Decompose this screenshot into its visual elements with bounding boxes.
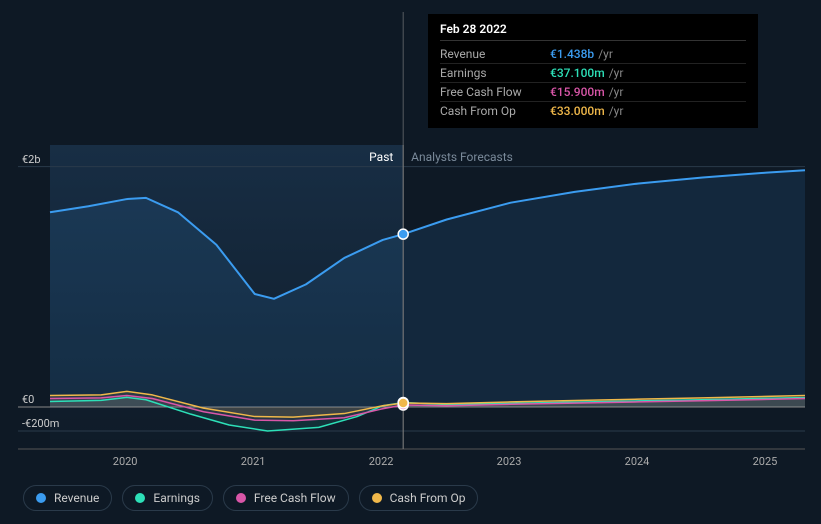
x-tick-label: 2020 bbox=[113, 455, 138, 468]
tooltip-row: Earnings€37.100m/yr bbox=[440, 64, 746, 83]
tooltip-row: Free Cash Flow€15.900m/yr bbox=[440, 83, 746, 102]
legend-dot-icon bbox=[36, 493, 46, 503]
legend-item[interactable]: Free Cash Flow bbox=[223, 485, 349, 511]
legend-item[interactable]: Earnings bbox=[122, 485, 213, 511]
tooltip-date: Feb 28 2022 bbox=[440, 22, 746, 41]
x-tick-label: 2022 bbox=[369, 455, 394, 468]
y-tick-label: -€200m bbox=[22, 417, 59, 430]
tooltip-row-label: Free Cash Flow bbox=[440, 85, 550, 99]
tooltip-row-value: €15.900m bbox=[550, 85, 605, 99]
x-tick-label: 2021 bbox=[241, 455, 266, 468]
tooltip-row-label: Revenue bbox=[440, 47, 550, 61]
past-section-label: Past bbox=[369, 150, 393, 164]
legend-label: Free Cash Flow bbox=[254, 491, 336, 505]
legend-item[interactable]: Revenue bbox=[23, 485, 112, 511]
legend-label: Revenue bbox=[54, 491, 99, 505]
tooltip-row-unit: /yr bbox=[609, 66, 624, 80]
tooltip-row-label: Cash From Op bbox=[440, 104, 550, 118]
chart-legend: Revenue Earnings Free Cash Flow Cash From O… bbox=[23, 485, 478, 511]
tooltip-row-value: €37.100m bbox=[550, 66, 605, 80]
tooltip-row-unit: /yr bbox=[609, 85, 624, 99]
tooltip-row-value: €1.438b bbox=[550, 47, 594, 61]
tooltip-row-label: Earnings bbox=[440, 66, 550, 80]
legend-item[interactable]: Cash From Op bbox=[359, 485, 479, 511]
y-tick-label: €2b bbox=[22, 153, 41, 166]
tooltip-row: Revenue€1.438b/yr bbox=[440, 45, 746, 64]
financial-chart: Feb 28 2022 Revenue€1.438b/yrEarnings€37… bbox=[0, 0, 821, 524]
tooltip-row-value: €33.000m bbox=[550, 104, 605, 118]
x-tick-label: 2023 bbox=[497, 455, 522, 468]
legend-label: Cash From Op bbox=[390, 491, 466, 505]
tooltip-row-unit: /yr bbox=[609, 104, 624, 118]
tooltip-row: Cash From Op€33.000m/yr bbox=[440, 102, 746, 120]
x-tick-label: 2024 bbox=[625, 455, 650, 468]
legend-dot-icon bbox=[135, 493, 145, 503]
x-tick-label: 2025 bbox=[753, 455, 778, 468]
tooltip-row-unit: /yr bbox=[598, 47, 613, 61]
legend-dot-icon bbox=[372, 493, 382, 503]
forecast-section-label: Analysts Forecasts bbox=[411, 150, 513, 164]
legend-label: Earnings bbox=[153, 491, 200, 505]
chart-tooltip: Feb 28 2022 Revenue€1.438b/yrEarnings€37… bbox=[428, 14, 758, 128]
y-tick-label: €0 bbox=[22, 393, 34, 406]
legend-dot-icon bbox=[236, 493, 246, 503]
